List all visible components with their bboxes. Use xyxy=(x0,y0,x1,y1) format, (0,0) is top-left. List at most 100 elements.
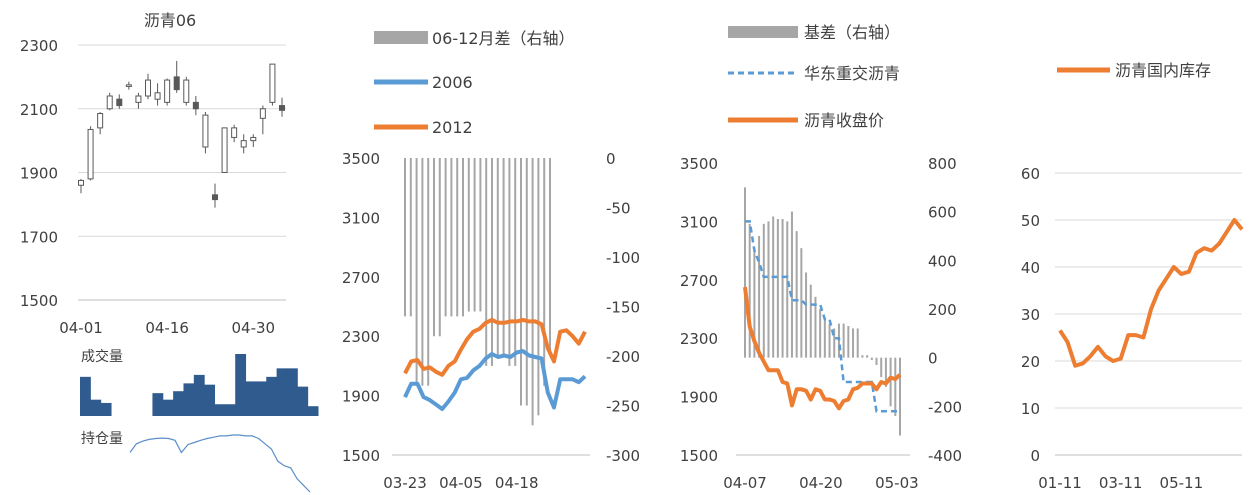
volume-bar xyxy=(245,381,257,416)
spread-x-tick-labels: 03-23 04-05 04-18 xyxy=(383,474,538,492)
volume-bars xyxy=(80,354,319,416)
spread-x-tick: 04-18 xyxy=(495,474,539,492)
basis-panel: 基差（右轴） 华东重交沥青 沥青收盘价 1500 1900 2300 2700 3100… xyxy=(680,23,962,492)
legend-label-2012: 2012 xyxy=(432,118,473,137)
candle-body xyxy=(97,113,104,129)
basis-y2-tick: 600 xyxy=(928,204,957,222)
candle xyxy=(106,92,113,111)
inventory-x-tick: 01-11 xyxy=(1038,474,1082,492)
basis-y-tick-labels: 1500 1900 2300 2700 3100 3500 xyxy=(680,155,718,465)
inventory-panel: 沥青国内库存 0 10 20 30 40 50 60 01-11 03-11 05-11 xyxy=(1021,61,1244,492)
open-interest-panel: 持仓量 xyxy=(81,431,311,493)
volume-panel: 成交量 xyxy=(80,348,319,416)
inventory-x-tick: 05-11 xyxy=(1160,474,1204,492)
candle-body xyxy=(154,92,161,100)
candlestick-title: 沥青06 xyxy=(144,11,196,30)
candlestick-y-tick: 1900 xyxy=(20,165,58,183)
candle-body xyxy=(192,101,199,110)
inventory-y-tick: 20 xyxy=(1021,353,1040,371)
basis-bars xyxy=(744,187,901,436)
candlestick-y-tick-labels: 1500 1700 1900 2100 2300 xyxy=(20,37,58,310)
inventory-series-lines xyxy=(1058,218,1244,368)
candle-body xyxy=(173,76,180,91)
volume-bar xyxy=(276,368,288,416)
inventory-series-line xyxy=(1058,218,1244,368)
candle xyxy=(221,127,228,173)
candle-body xyxy=(78,179,84,186)
inventory-y-tick: 60 xyxy=(1021,165,1040,183)
basis-series-line xyxy=(745,220,900,413)
candle-body xyxy=(221,127,228,173)
volume-bar xyxy=(224,404,236,416)
volume-bar xyxy=(193,374,205,416)
legend-swatch-basis xyxy=(728,26,798,38)
candlestick-gridlines xyxy=(78,44,286,301)
spread-y-tick-labels: 1500 1900 2300 2700 3100 3500 xyxy=(342,150,380,465)
basis-y-tick: 1900 xyxy=(680,389,718,407)
spread-y-tick: 2300 xyxy=(342,328,380,346)
candlestick-panel: 沥青06 1500 1700 1900 2100 2300 04-01 04-16 04-3… xyxy=(20,11,286,337)
volume-bar xyxy=(297,386,309,416)
spread-y2-tick: -250 xyxy=(606,398,640,416)
candle xyxy=(279,97,285,117)
basis-y2-tick: -200 xyxy=(928,398,962,416)
volume-bar xyxy=(266,376,278,416)
candlestick-x-tick: 04-01 xyxy=(59,319,103,337)
candle-body xyxy=(231,127,238,138)
open-interest-title: 持仓量 xyxy=(81,431,123,447)
legend-label-close-price: 沥青收盘价 xyxy=(804,111,884,130)
candlestick-x-tick-labels: 04-01 04-16 04-30 xyxy=(59,319,275,337)
candle xyxy=(145,73,151,100)
basis-y-tick: 3100 xyxy=(680,213,718,231)
volume-bar xyxy=(204,384,216,416)
volume-bar xyxy=(90,399,102,416)
candlestick-x-tick: 04-30 xyxy=(231,319,275,337)
candlestick-x-tick: 04-16 xyxy=(145,319,189,337)
basis-y2-tick: 800 xyxy=(928,155,957,173)
volume-bar xyxy=(307,406,319,416)
candle xyxy=(259,105,266,135)
volume-bar xyxy=(173,391,184,416)
candlestick-y-tick: 1700 xyxy=(20,228,58,246)
volume-bar xyxy=(162,399,174,416)
candlestick-y-tick: 2300 xyxy=(20,37,58,55)
candle-body xyxy=(116,98,123,107)
candle xyxy=(269,63,276,106)
open-interest-line xyxy=(129,434,311,493)
legend-label-east-china-bitumen: 华东重交沥青 xyxy=(804,64,900,83)
candle-body xyxy=(106,95,113,110)
basis-x-tick: 04-07 xyxy=(723,474,767,492)
candle-body xyxy=(135,95,142,103)
candle xyxy=(164,78,171,106)
spread-y-tick: 1500 xyxy=(342,447,380,465)
candlestick-y-tick: 1500 xyxy=(20,292,58,310)
basis-x-tick-labels: 04-07 04-20 05-03 xyxy=(723,474,918,492)
candle xyxy=(87,126,94,181)
candle-body xyxy=(183,79,190,103)
volume-bar xyxy=(183,383,195,416)
spread-y-tick: 2700 xyxy=(342,269,380,287)
basis-series-lines xyxy=(743,220,902,413)
basis-y2-tick-labels: -400 -200 0 200 400 600 800 xyxy=(928,155,962,465)
candle xyxy=(116,94,123,109)
candle xyxy=(212,183,218,208)
inventory-x-tick: 03-11 xyxy=(1099,474,1143,492)
candle xyxy=(192,96,199,116)
candle xyxy=(231,124,238,143)
spread-legend: 06-12月差（右轴） 2006 2012 xyxy=(374,29,575,137)
volume-bar xyxy=(80,376,91,416)
spread-y2-tick: -300 xyxy=(606,447,640,465)
candle-body xyxy=(279,105,285,111)
basis-series-line xyxy=(743,286,902,411)
basis-x-tick: 05-03 xyxy=(875,474,919,492)
basis-y2-tick: 0 xyxy=(928,350,938,368)
spread-bars xyxy=(404,158,551,426)
candle-body xyxy=(240,140,247,148)
spread-x-tick: 04-05 xyxy=(439,474,483,492)
spread-series-lines xyxy=(403,317,587,411)
candle-body xyxy=(269,63,276,103)
candle xyxy=(97,111,104,135)
candle xyxy=(250,134,257,147)
candle xyxy=(183,76,190,106)
candle xyxy=(154,83,161,106)
